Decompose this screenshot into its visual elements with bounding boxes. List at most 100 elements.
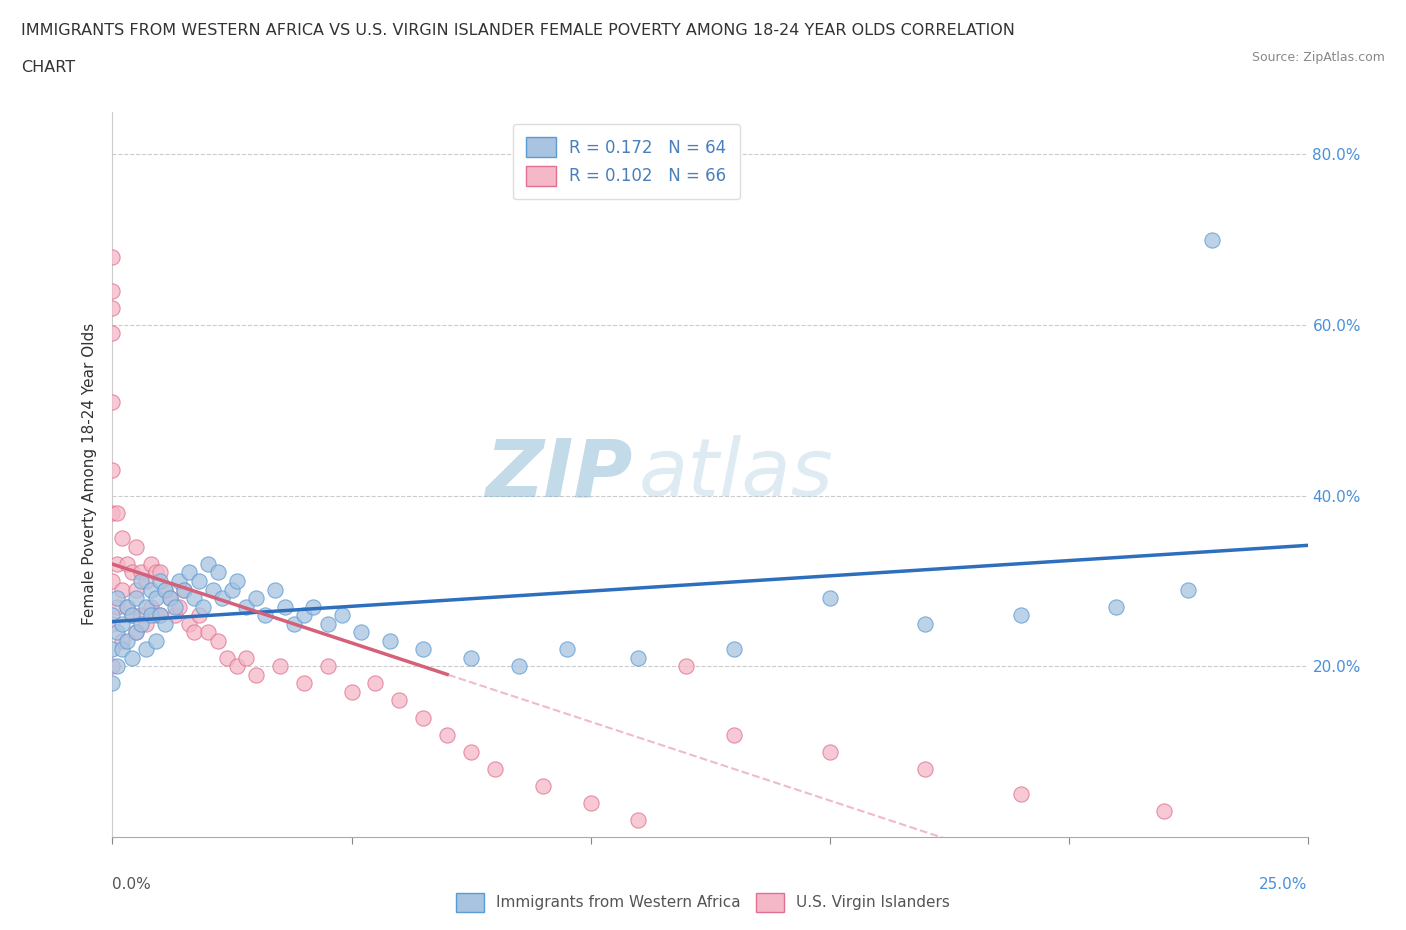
- Point: [292, 607, 315, 622]
- Point: [316, 617, 339, 631]
- Point: [723, 727, 745, 742]
- Y-axis label: Female Poverty Among 18-24 Year Olds: Female Poverty Among 18-24 Year Olds: [82, 324, 97, 626]
- Point: [125, 591, 148, 605]
- Point: [221, 582, 243, 597]
- Point: [129, 607, 152, 622]
- Point: [101, 607, 124, 622]
- Point: [187, 574, 209, 589]
- Point: [264, 582, 287, 597]
- Point: [245, 591, 267, 605]
- Text: IMMIGRANTS FROM WESTERN AFRICA VS U.S. VIRGIN ISLANDER FEMALE POVERTY AMONG 18-2: IMMIGRANTS FROM WESTERN AFRICA VS U.S. V…: [21, 23, 1015, 38]
- Point: [235, 650, 257, 665]
- Point: [121, 650, 143, 665]
- Point: [412, 711, 434, 725]
- Text: CHART: CHART: [21, 60, 75, 75]
- Point: [207, 565, 229, 580]
- Point: [1201, 232, 1223, 247]
- Point: [211, 591, 233, 605]
- Point: [101, 617, 124, 631]
- Point: [111, 617, 134, 631]
- Point: [207, 633, 229, 648]
- Point: [111, 642, 134, 657]
- Point: [125, 582, 148, 597]
- Point: [159, 591, 181, 605]
- Point: [121, 565, 143, 580]
- Point: [149, 574, 172, 589]
- Point: [283, 617, 305, 631]
- Point: [197, 625, 219, 640]
- Point: [531, 778, 554, 793]
- Point: [115, 599, 138, 614]
- Point: [378, 633, 401, 648]
- Legend: Immigrants from Western Africa, U.S. Virgin Islanders: Immigrants from Western Africa, U.S. Vir…: [450, 887, 956, 918]
- Point: [139, 582, 162, 597]
- Point: [129, 617, 152, 631]
- Point: [163, 607, 186, 622]
- Point: [101, 284, 124, 299]
- Point: [579, 795, 602, 810]
- Point: [125, 625, 148, 640]
- Point: [388, 693, 411, 708]
- Point: [675, 658, 697, 673]
- Point: [115, 556, 138, 571]
- Point: [201, 582, 224, 597]
- Point: [723, 642, 745, 657]
- Point: [914, 617, 936, 631]
- Point: [169, 574, 191, 589]
- Point: [139, 599, 162, 614]
- Point: [1177, 582, 1199, 597]
- Point: [145, 565, 167, 580]
- Point: [159, 591, 181, 605]
- Point: [149, 607, 172, 622]
- Point: [125, 625, 148, 640]
- Point: [197, 556, 219, 571]
- Point: [254, 607, 277, 622]
- Point: [135, 642, 157, 657]
- Point: [111, 582, 134, 597]
- Point: [330, 607, 353, 622]
- Point: [139, 607, 162, 622]
- Text: 0.0%: 0.0%: [112, 877, 152, 892]
- Point: [115, 633, 138, 648]
- Point: [1010, 607, 1032, 622]
- Point: [163, 599, 186, 614]
- Point: [460, 744, 482, 759]
- Point: [235, 599, 257, 614]
- Point: [225, 574, 247, 589]
- Point: [173, 582, 195, 597]
- Point: [1153, 804, 1175, 818]
- Text: ZIP: ZIP: [485, 435, 633, 513]
- Point: [340, 684, 363, 699]
- Point: [169, 599, 191, 614]
- Point: [153, 582, 176, 597]
- Point: [177, 565, 200, 580]
- Point: [302, 599, 325, 614]
- Point: [1010, 787, 1032, 802]
- Point: [105, 556, 128, 571]
- Point: [508, 658, 530, 673]
- Point: [105, 591, 128, 605]
- Point: [105, 625, 128, 640]
- Point: [460, 650, 482, 665]
- Point: [193, 599, 215, 614]
- Point: [149, 607, 172, 622]
- Point: [818, 591, 841, 605]
- Point: [245, 668, 267, 683]
- Point: [316, 658, 339, 673]
- Point: [225, 658, 247, 673]
- Point: [555, 642, 578, 657]
- Point: [135, 574, 157, 589]
- Point: [627, 813, 650, 828]
- Text: atlas: atlas: [638, 435, 834, 513]
- Point: [627, 650, 650, 665]
- Point: [177, 617, 200, 631]
- Point: [121, 607, 143, 622]
- Point: [105, 599, 128, 614]
- Point: [105, 658, 128, 673]
- Point: [436, 727, 458, 742]
- Point: [101, 394, 124, 409]
- Point: [111, 531, 134, 546]
- Point: [101, 505, 124, 520]
- Point: [412, 642, 434, 657]
- Point: [818, 744, 841, 759]
